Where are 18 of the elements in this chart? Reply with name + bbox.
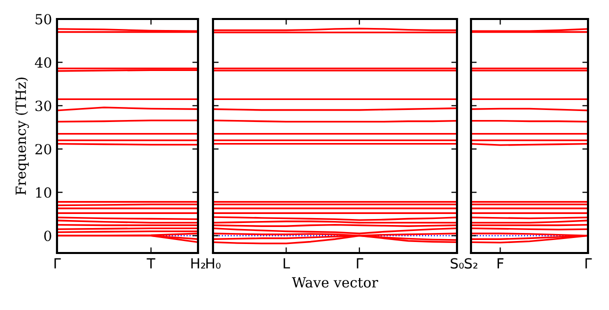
x-tick-label: T (146, 258, 156, 268)
x-tick-label: Γ (585, 258, 592, 268)
x-axis-title: Wave vector (292, 277, 378, 288)
y-tick-label: 50 (36, 14, 52, 24)
x-tick-label: H₀ (206, 258, 221, 269)
x-tick-label: Γ (356, 258, 364, 268)
x-tick-label: S₀ (450, 258, 464, 269)
x-tick-label: Γ (54, 258, 61, 268)
y-tick-label: 20 (35, 144, 52, 154)
x-tick-label: L (284, 258, 290, 268)
x-tick-label: F (498, 258, 504, 268)
y-tick-label: 30 (36, 100, 52, 112)
y-tick-label: 40 (34, 57, 52, 68)
y-tick-label: 0 (44, 230, 52, 242)
y-axis-title: Frequency (THz) (15, 78, 29, 195)
x-tick-label: S₂ (464, 258, 478, 269)
y-tick-label: 10 (36, 187, 52, 198)
x-tick-label: H₂ (191, 258, 206, 268)
